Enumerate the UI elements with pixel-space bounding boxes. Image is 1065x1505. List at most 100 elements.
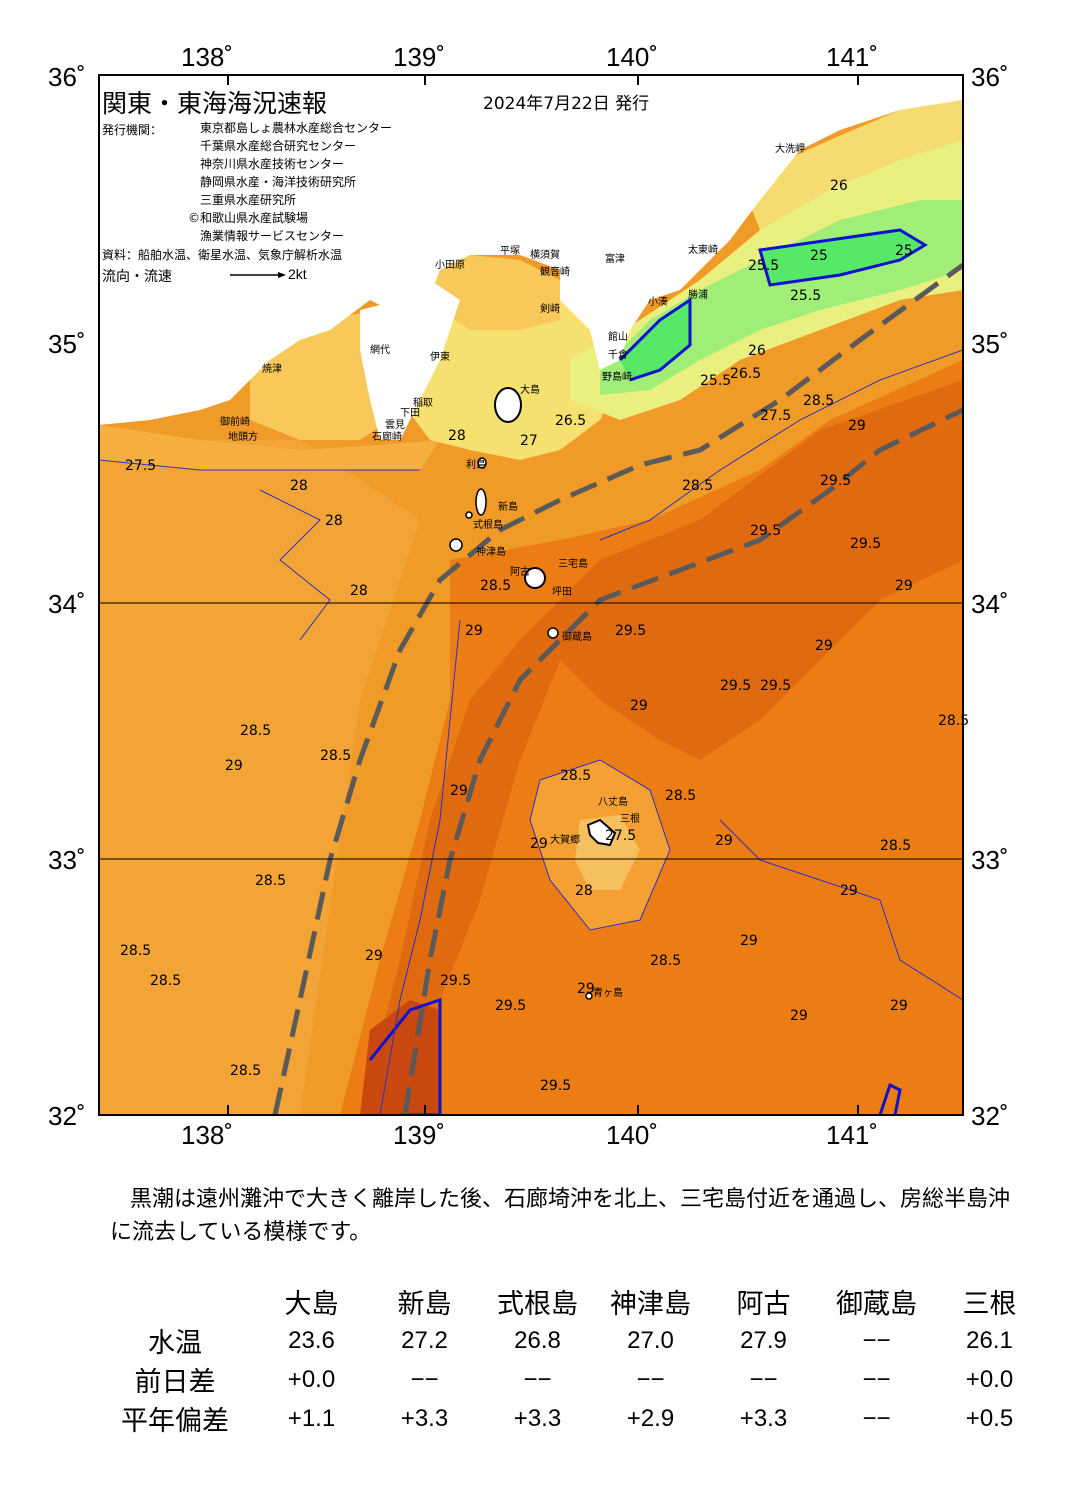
place-label: 横須賀 <box>530 248 560 261</box>
station-temperature-table: 大島 新島 式根島 神津島 阿古 御蔵島 三根 水温 23.6 27.2 26.… <box>95 1282 1046 1438</box>
iso-28-5m: 28.5 <box>150 973 181 989</box>
zone-sagami-27 <box>430 255 560 330</box>
contour-25-boso <box>618 297 692 382</box>
iso-28-5e: 28.5 <box>240 723 271 739</box>
iso-25: 25 <box>895 243 913 259</box>
place-label: 網代 <box>370 343 390 356</box>
lat-label-right-32: 32˚ <box>971 1101 1009 1131</box>
iso-29-5e: 29.5 <box>760 678 791 694</box>
lon-label-bot-140: 140˚ <box>606 1120 659 1150</box>
iso-29h: 29 <box>715 833 733 849</box>
lat-label-left-35: 35˚ <box>48 329 86 359</box>
table-header-row: 大島 新島 式根島 神津島 阿古 御蔵島 三根 <box>95 1282 1046 1321</box>
iso-29c: 29 <box>465 623 483 639</box>
agencies-label: 発行機関： <box>102 123 163 137</box>
lon-label-bot-138: 138˚ <box>181 1120 234 1150</box>
zone-boso-25 <box>620 300 690 380</box>
iso-29: 29 <box>848 418 866 434</box>
agency-item: 三重県水産研究所 <box>200 193 297 207</box>
flow-label: 流向・流速 <box>102 269 172 285</box>
zone-29-5 <box>360 380 963 1115</box>
place-label: 利島 <box>466 458 486 471</box>
table-cell: +0.0 <box>287 1365 336 1393</box>
iso-26-5b: 26.5 <box>555 413 586 429</box>
iso-27-5: 27.5 <box>760 408 791 424</box>
lon-label-top-139: 139˚ <box>393 42 446 72</box>
sea-temperature-map: 26 25 25 25.5 25.5 26 25.5 26.5 26.5 27.… <box>98 74 969 1116</box>
map-title: 関東・東海海況速報 <box>102 89 328 118</box>
place-label: 平塚 <box>500 245 520 257</box>
iso-29-5b: 29.5 <box>750 523 781 539</box>
lat-label-left-34: 34˚ <box>48 589 86 619</box>
iso-26-5: 26.5 <box>730 366 761 382</box>
kuroshio-axis-south <box>402 407 963 1115</box>
agency-item: 神奈川県水産技術センター <box>200 157 345 171</box>
iso-28-5j: 28.5 <box>255 873 286 889</box>
axis-ticks <box>227 75 859 1115</box>
contour-25-offshore <box>758 228 928 287</box>
iso-29-5d: 29.5 <box>615 623 646 639</box>
agency-item: 静岡県水産・海洋技術研究所 <box>200 175 357 189</box>
iso-26: 26 <box>830 178 848 194</box>
agency-item: 東京都島しょ農林水産総合センター <box>200 121 393 135</box>
table-cell: +3.3 <box>400 1404 449 1432</box>
place-label: 新島 <box>498 500 518 513</box>
agency-item: 千葉県水産総合研究センター <box>200 139 357 153</box>
place-label: 神津島 <box>476 545 506 558</box>
agency-item: ©和歌山県水産試験場 <box>188 211 309 225</box>
lon-label-top-138: 138˚ <box>181 42 234 72</box>
island-miyakejima <box>524 567 546 589</box>
iso-29n: 29 <box>790 1008 808 1024</box>
column-header: 式根島 <box>497 1289 578 1320</box>
iso-28-5: 28.5 <box>803 393 834 409</box>
iso-29m: 29 <box>890 998 908 1014</box>
table-cell: −− <box>749 1365 778 1393</box>
iso-28-5c: 28.5 <box>480 578 511 594</box>
place-label: 大洗岬 <box>775 142 805 155</box>
table-row: 前日差 +0.0 −− −− −− −− −− +0.0 <box>95 1360 1046 1399</box>
iso-29b: 29 <box>895 578 913 594</box>
isotherm-labels: 26 25 25 25.5 25.5 26 25.5 26.5 26.5 27.… <box>120 178 969 1094</box>
iso-28c: 28 <box>325 513 343 529</box>
iso-29e: 29 <box>225 758 243 774</box>
lat-label-left-32: 32˚ <box>48 1101 86 1131</box>
iso-29k: 29 <box>365 948 383 964</box>
table-cell: 26.8 <box>514 1326 561 1354</box>
place-label: 下田 <box>400 408 420 419</box>
place-label: 稲取 <box>413 397 433 409</box>
place-label: 館山 <box>608 330 628 343</box>
iso-29d: 29 <box>630 698 648 714</box>
place-label: 大島 <box>520 383 540 396</box>
iso-25-5b: 25.5 <box>790 288 821 304</box>
table-cell: 26.1 <box>966 1326 1013 1354</box>
iso-29l: 29 <box>577 981 595 997</box>
land-izu-peninsula <box>360 280 460 440</box>
table-cell: 27.9 <box>740 1326 787 1354</box>
zone-offshore-25 <box>760 230 925 285</box>
place-label: 三根 <box>620 812 640 825</box>
iso-29-5c: 29.5 <box>850 536 881 552</box>
column-header: 御蔵島 <box>836 1289 917 1320</box>
place-label: 観音崎 <box>540 265 570 278</box>
island-kozushima <box>449 538 463 552</box>
place-label: 野島崎 <box>602 370 632 383</box>
table-cell: −− <box>523 1365 552 1393</box>
lon-label-top-140: 140˚ <box>606 42 659 72</box>
island-aogashima <box>585 992 593 1000</box>
lat-label-right-33: 33˚ <box>971 845 1009 875</box>
iso-28-5f: 28.5 <box>320 748 351 764</box>
lat-label-left-36: 36˚ <box>48 62 86 92</box>
table-cell: −− <box>862 1404 891 1432</box>
column-header: 新島 <box>397 1289 452 1320</box>
place-label: 千倉 <box>608 348 628 361</box>
place-label: 雲見 <box>385 419 405 431</box>
table-row: 水温 23.6 27.2 26.8 27.0 27.9 −− 26.1 <box>95 1321 1046 1360</box>
table-row: 平年偏差 +1.1 +3.3 +3.3 +2.9 +3.3 −− +0.5 <box>95 1399 1046 1438</box>
place-label: 小湊 <box>648 295 668 308</box>
island-oshima <box>494 387 522 423</box>
place-label: 剣崎 <box>540 302 560 315</box>
lat-label-right-35: 35˚ <box>971 329 1009 359</box>
place-label: 八丈島 <box>598 795 628 808</box>
table-cell: −− <box>410 1365 439 1393</box>
map-frame <box>98 74 964 1116</box>
